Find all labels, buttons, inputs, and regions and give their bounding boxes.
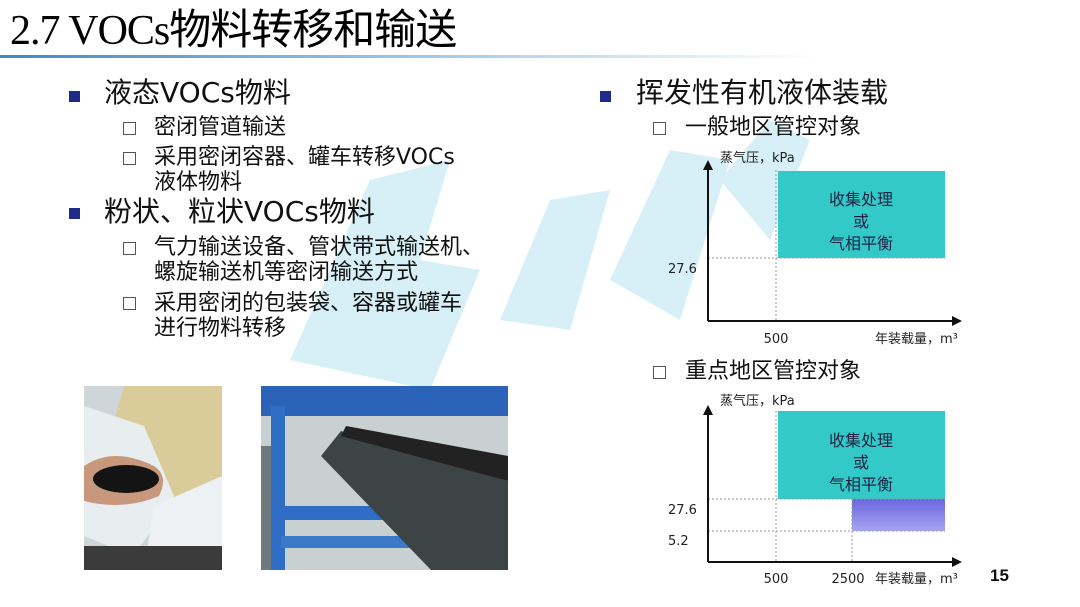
list-item-continued: 螺旋输送机等密闭输送方式 [154, 260, 419, 285]
x-axis-label: 年装载量，m³ [875, 332, 958, 347]
region-text: 或 [853, 453, 869, 472]
x-axis-arrow-icon [952, 316, 962, 326]
photo-pipe-conveyor [261, 386, 508, 570]
list-item: 气力输送设备、管状带式输送机、 [154, 235, 485, 260]
y-axis-arrow-icon [703, 405, 713, 415]
region-text: 收集处理 [829, 190, 893, 209]
checkbox-bullet-icon [653, 122, 666, 135]
section-liquid-vocs: 液态VOCs物料 [104, 76, 291, 109]
list-item: 采用密闭容器、罐车转移VOCs [154, 145, 455, 170]
y-tick-label: 27.6 [668, 262, 697, 277]
x-axis-arrow-icon [952, 557, 962, 567]
bullet-square-icon [69, 208, 80, 219]
diagram-key-area: 蒸气压，kPa 27.6 5.2 500 2500 年装载量，m³ 收集处理 或… [668, 393, 962, 587]
bullet-square-icon [600, 91, 611, 102]
y-tick-label: 27.6 [668, 503, 697, 518]
list-item: 密闭管道输送 [154, 115, 287, 140]
photo-powder-bag [84, 386, 222, 570]
region-text: 或 [853, 212, 869, 231]
y-axis-label: 蒸气压，kPa [720, 150, 795, 166]
x-tick-label: 500 [764, 572, 789, 587]
y-axis-arrow-icon [703, 160, 713, 170]
x-tick-label: 2500 [831, 572, 864, 587]
x-axis-label: 年装载量，m³ [875, 572, 958, 587]
list-item-continued: 液体物料 [154, 170, 243, 195]
region-secondary [852, 499, 945, 531]
y-tick-label: 5.2 [668, 534, 689, 549]
checkbox-bullet-icon [123, 297, 136, 310]
region-text: 收集处理 [829, 431, 893, 450]
region-text: 气相平衡 [829, 475, 893, 494]
checkbox-bullet-icon [653, 366, 666, 379]
section-liquid-loading: 挥发性有机液体装载 [636, 76, 889, 109]
diagram-general-area: 蒸气压，kPa 27.6 500 年装载量，m³ 收集处理 或 气相平衡 [668, 150, 962, 347]
region-collection [778, 171, 945, 258]
x-tick-label: 500 [764, 332, 789, 347]
checkbox-bullet-icon [123, 242, 136, 255]
slide-title: 2.7 VOCs物料转移和输送 [10, 8, 457, 54]
title-divider [0, 55, 820, 58]
list-item-continued: 进行物料转移 [154, 316, 287, 341]
region-collection [778, 411, 945, 499]
y-axis-label: 蒸气压，kPa [720, 393, 795, 409]
list-item: 采用密闭的包装袋、容器或罐车 [154, 291, 463, 316]
region-text: 气相平衡 [829, 234, 893, 253]
checkbox-bullet-icon [123, 152, 136, 165]
section-powder-vocs: 粉状、粒状VOCs物料 [104, 195, 375, 228]
page-number: 15 [990, 566, 1009, 585]
watermark-logo [290, 120, 810, 390]
bullet-square-icon [69, 91, 80, 102]
diagram-heading-key: 重点地区管控对象 [685, 359, 862, 384]
checkbox-bullet-icon [123, 122, 136, 135]
diagram-heading-general: 一般地区管控对象 [685, 115, 862, 140]
